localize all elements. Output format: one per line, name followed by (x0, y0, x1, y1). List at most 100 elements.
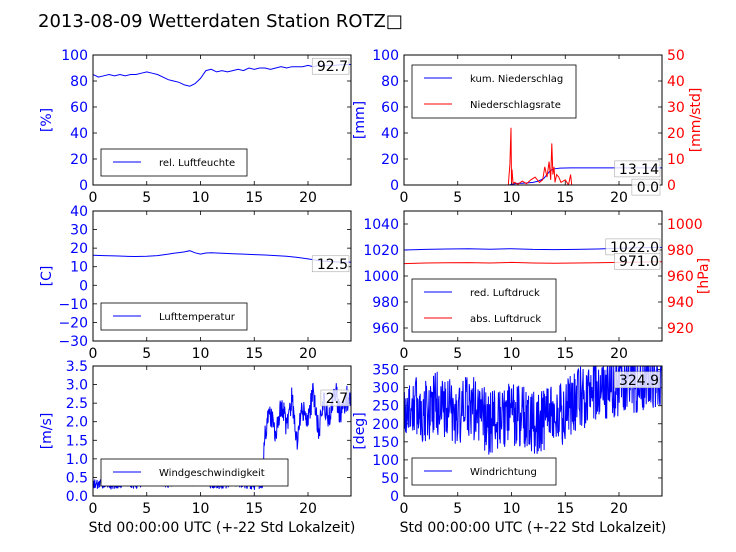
y-tick-label: 1000 (363, 269, 399, 285)
x-tick-label: 20 (610, 190, 628, 206)
x-tick-label: 10 (503, 190, 521, 206)
y-tick-label: 0.0 (66, 489, 88, 505)
x-tick-label: 0 (400, 190, 409, 206)
y-tick-label: 1020 (363, 243, 399, 259)
legend: Lufttemperatur (100, 302, 248, 331)
current-value-label: 971.0 (619, 254, 659, 270)
y-tick-label: 980 (372, 295, 399, 311)
y-tick-label: 1.5 (66, 433, 88, 449)
figure-title: 2013-08-09 Wetterdaten Station ROTZ□ (38, 11, 403, 32)
y-tick-label: −10 (58, 297, 88, 313)
plot-frame (92, 210, 352, 342)
legend-label: Lufttemperatur (159, 312, 236, 323)
x-axis-label: Std 00:00:00 UTC (+-22 Std Lokalzeit) (400, 520, 667, 536)
legend-label: abs. Luftdruck (470, 314, 541, 325)
y-tick-label: 20 (70, 152, 88, 168)
y2-tick-label: 0 (667, 178, 676, 194)
y-tick-label: 0 (390, 489, 399, 505)
legend: Windrichtung (411, 457, 557, 486)
y2-tick-label: 10 (667, 152, 685, 168)
y-tick-label: 80 (381, 74, 399, 90)
y-tick-label: 3.0 (66, 378, 88, 394)
x-tick-label: 15 (556, 346, 574, 362)
chart-panel-4: 0 5 10 15 20 0.0 0.5 1.0 1.5 2.0 2.5 3.0 3.5 [m/s] Std… (39, 359, 355, 536)
x-tick-label: 20 (610, 501, 628, 517)
legend: red. Luftdruck abs. Luftdruck (411, 278, 557, 333)
x-tick-label: 5 (453, 190, 462, 206)
x-tick-label: 5 (142, 346, 151, 362)
x-tick-label: 20 (299, 346, 317, 362)
y-tick-label: 80 (70, 74, 88, 90)
legend-box (411, 64, 577, 119)
plot-frame (403, 54, 663, 186)
legend-label: Windrichtung (470, 467, 537, 478)
y2-tick-label: 30 (667, 100, 685, 116)
y2-tick-label: 40 (667, 74, 685, 90)
y2-tick-label: 960 (667, 269, 694, 285)
legend-label: kum. Niederschlag (470, 74, 563, 85)
y-tick-label: 100 (372, 453, 399, 469)
x-tick-label: 10 (192, 501, 210, 517)
y2-tick-label: 980 (667, 243, 694, 259)
y-tick-label: 0 (390, 178, 399, 194)
x-tick-label: 0 (400, 346, 409, 362)
x-tick-label: 10 (503, 501, 521, 517)
y-tick-label: 100 (372, 48, 399, 64)
y-tick-label: 30 (70, 223, 88, 239)
x-tick-label: 5 (453, 501, 462, 517)
y-tick-label: 0 (79, 178, 88, 194)
current-value-label: 13.14 (619, 162, 659, 178)
y-tick-label: 1040 (363, 217, 399, 233)
current-value-label: 92.7 (317, 59, 348, 75)
legend-label: Niederschlagsrate (470, 100, 561, 111)
series-line (93, 250, 351, 263)
legend-box (411, 278, 557, 333)
chart-panel-3: 0 5 10 15 20 960 980 1000 1020 1040 920 940 960 980 10… (363, 210, 712, 362)
x-tick-label: 0 (89, 190, 98, 206)
y-tick-label: 40 (381, 126, 399, 142)
current-value-label: 12.5 (317, 257, 348, 273)
legend: rel. Luftfeuchte (100, 148, 248, 177)
series-line (93, 64, 351, 87)
legend-label: rel. Luftfeuchte (159, 158, 235, 169)
y-tick-label: 300 (372, 381, 399, 397)
value-box (311, 255, 350, 273)
value-box (320, 389, 350, 407)
x-tick-label: 5 (453, 346, 462, 362)
y-tick-label: 40 (70, 204, 88, 220)
x-tick-label: 15 (245, 346, 263, 362)
y-tick-label: 60 (70, 100, 88, 116)
y2-tick-label: 20 (667, 126, 685, 142)
y-tick-label: 350 (372, 363, 399, 379)
y-tick-label: 1.0 (66, 452, 88, 468)
y2-axis-label: [mm/std] (688, 88, 704, 153)
value-box (631, 178, 661, 196)
x-tick-label: 5 (142, 190, 151, 206)
x-tick-label: 5 (142, 501, 151, 517)
x-tick-label: 10 (503, 346, 521, 362)
y-axis-label: [C] (39, 266, 55, 287)
legend-label: red. Luftdruck (470, 288, 540, 299)
y2-tick-label: 920 (667, 321, 694, 337)
x-tick-label: 20 (299, 501, 317, 517)
legend: Windgeschwindigkeit (100, 458, 289, 487)
chart-panel-1: 0 5 10 15 20 0 20 40 60 80 100 0 10 20 30 40 50 [mm] [mm/s… (352, 48, 704, 206)
x-axis-label: Std 00:00:00 UTC (+-22 Std Lokalzeit) (89, 520, 356, 536)
x-tick-label: 0 (89, 501, 98, 517)
y-tick-label: 10 (70, 260, 88, 276)
x-tick-label: 10 (192, 190, 210, 206)
y-tick-label: −20 (58, 315, 88, 331)
current-value-label: 0.0 (637, 180, 659, 196)
value-box (311, 57, 350, 75)
y-tick-label: 3.5 (66, 359, 88, 375)
y-axis-label: [hPa] (696, 258, 712, 294)
plot-frame (92, 54, 352, 186)
x-tick-label: 20 (610, 346, 628, 362)
y-axis-label: [%] (39, 108, 55, 132)
current-value-label: 1022.0 (610, 240, 659, 256)
x-tick-label: 15 (556, 190, 574, 206)
plot-frame (403, 210, 663, 342)
chart-panel-2: 0 5 10 15 20 −30 −20 −10 0 10 20 30 40 [C] Lufttempera… (39, 204, 352, 362)
